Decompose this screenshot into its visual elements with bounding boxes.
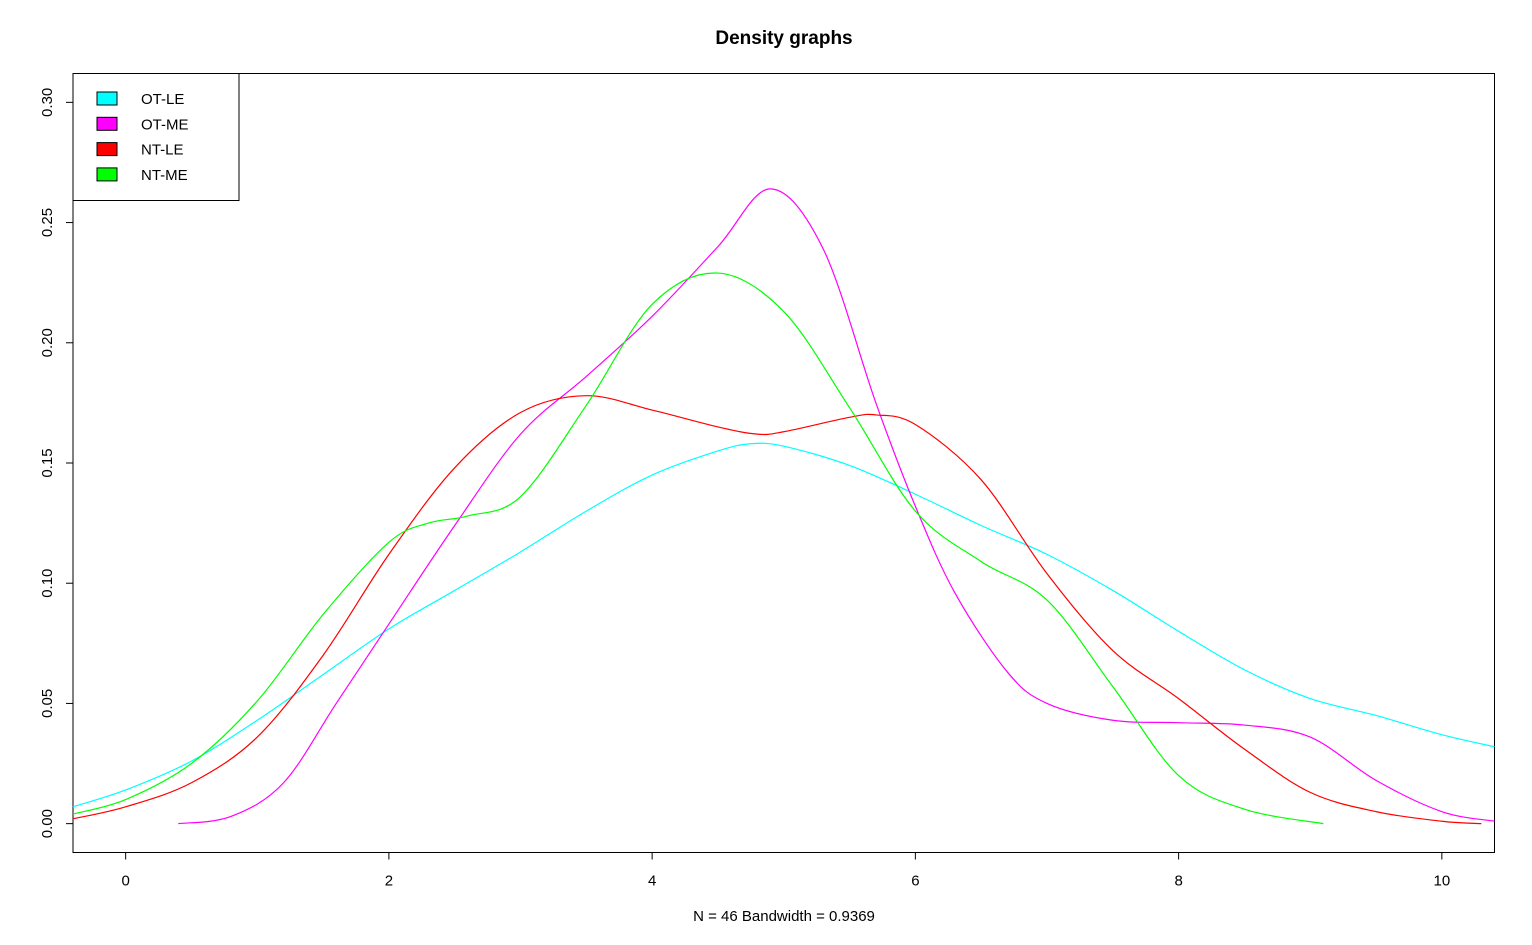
x-tick-label: 4 [648,873,656,890]
x-tick-label: 10 [1434,873,1451,890]
y-tick-label: 0.30 [39,88,56,117]
chart-title: Density graphs [715,28,852,49]
legend-label-nt-me: NT-ME [141,167,188,184]
series-layer [72,188,1495,825]
y-tick-label: 0.15 [39,448,56,477]
legend-label-ot-me: OT-ME [141,116,189,133]
y-tick-label: 0.20 [39,328,56,357]
y-tick-label: 0.25 [39,208,56,237]
x-axis-title: N = 46 Bandwidth = 0.9369 [693,908,875,925]
y-tick-label: 0.00 [39,809,56,838]
x-tick-label: 0 [121,873,129,890]
series-line-nt-me [72,272,1324,825]
series-line-ot-me [178,188,1495,825]
legend-swatch-nt-me [96,167,118,182]
x-tick-label: 8 [1174,873,1182,890]
legend-swatch-nt-le [96,142,118,157]
y-tick-label: 0.05 [39,689,56,718]
series-line-ot-le [72,442,1495,808]
x-tick-label: 2 [385,873,393,890]
legend-label-nt-le: NT-LE [141,142,184,159]
y-tick-label: 0.10 [39,569,56,598]
x-axis: 0 2 4 6 8 10 [121,852,1451,890]
legend: OT-LE OT-ME NT-LE NT-ME [72,73,240,201]
x-tick-label: 6 [911,873,919,890]
legend-label-ot-le: OT-LE [141,91,184,108]
legend-swatch-ot-me [96,116,118,131]
y-axis: 0.00 0.05 0.10 0.15 0.20 0.25 0.30 [39,88,74,838]
legend-swatch-ot-le [96,91,118,106]
series-line-nt-le [72,395,1482,825]
plot-frame [72,73,1495,853]
